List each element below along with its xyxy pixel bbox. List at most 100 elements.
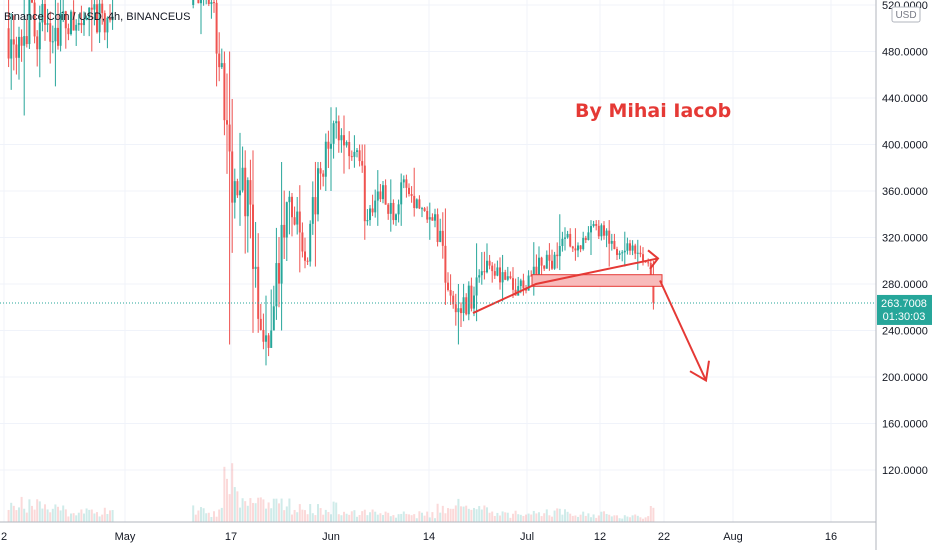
candle-body bbox=[545, 254, 548, 269]
candle-body bbox=[106, 17, 109, 33]
price-axis[interactable]: 520.0000480.0000440.0000400.0000360.0000… bbox=[882, 0, 928, 477]
plot-area[interactable] bbox=[0, 0, 876, 522]
candle-body bbox=[408, 187, 410, 195]
candle-body bbox=[556, 254, 559, 257]
candle-body bbox=[90, 7, 93, 10]
price-tick-label: 240.0000 bbox=[882, 326, 928, 338]
volume-bar bbox=[106, 514, 109, 522]
candle-body bbox=[465, 297, 468, 315]
volume-bar bbox=[306, 514, 309, 522]
candle-body bbox=[626, 243, 629, 251]
candle-body bbox=[23, 36, 26, 46]
candle-body bbox=[358, 150, 361, 162]
candle-body bbox=[31, 0, 33, 3]
candle-body bbox=[267, 335, 270, 348]
volume-bar bbox=[23, 508, 26, 522]
volume-bar bbox=[207, 512, 210, 522]
projection-arrowhead bbox=[689, 360, 710, 383]
currency-button[interactable]: USD bbox=[891, 6, 921, 23]
volume-bar bbox=[556, 508, 559, 522]
candle-body bbox=[330, 143, 332, 149]
candle-body bbox=[410, 194, 413, 196]
candle-body bbox=[218, 53, 221, 68]
candle-body bbox=[343, 135, 345, 146]
volume-bar bbox=[587, 513, 590, 522]
volume-bar bbox=[428, 517, 431, 522]
candle-body bbox=[499, 267, 501, 283]
volume-bar bbox=[223, 466, 226, 522]
volume-bar bbox=[366, 515, 369, 522]
volume-bar bbox=[322, 514, 325, 522]
candle-body bbox=[44, 3, 46, 25]
volume-bar bbox=[426, 511, 429, 522]
volume-bar bbox=[202, 508, 205, 522]
candle-body bbox=[12, 39, 15, 45]
volume-bar bbox=[561, 514, 564, 522]
last-price-value: 263.7008 bbox=[881, 298, 927, 310]
volume-bar bbox=[525, 514, 527, 522]
volume-bar bbox=[389, 516, 392, 522]
volume-bar bbox=[603, 511, 605, 522]
volume-bar bbox=[577, 516, 579, 522]
volume-bar bbox=[317, 504, 319, 522]
candle-body bbox=[374, 200, 377, 213]
candle-body bbox=[522, 280, 525, 289]
candle-body bbox=[15, 44, 18, 58]
candle-body bbox=[348, 141, 351, 157]
volume-bar bbox=[64, 509, 67, 522]
last-price-badge: 263.7008 01:30:03 bbox=[877, 294, 932, 325]
candle-body bbox=[402, 179, 405, 183]
candle-body bbox=[291, 196, 293, 218]
candle-countdown: 01:30:03 bbox=[883, 311, 926, 323]
candle-body bbox=[496, 267, 499, 276]
volume-bar bbox=[652, 507, 655, 522]
candle-body bbox=[85, 17, 88, 21]
volume-bar bbox=[226, 478, 228, 522]
candle-body bbox=[551, 260, 553, 269]
volume-bar bbox=[496, 512, 499, 522]
candle-body bbox=[317, 168, 319, 215]
candle-body bbox=[223, 63, 226, 121]
candle-body bbox=[70, 11, 72, 35]
time-tick-label: 2 bbox=[1, 531, 7, 543]
volume-bar bbox=[413, 514, 416, 522]
candle-body bbox=[530, 275, 533, 277]
candle-body bbox=[621, 252, 624, 254]
volume-bar bbox=[475, 509, 478, 522]
candle-body bbox=[517, 286, 520, 296]
volume-bar bbox=[405, 513, 408, 522]
candle-body bbox=[470, 285, 473, 309]
volume-bar bbox=[452, 508, 455, 522]
candle-body bbox=[584, 237, 587, 241]
candle-body bbox=[397, 204, 400, 215]
volume-bar bbox=[480, 509, 483, 522]
currency-button-label[interactable]: USD bbox=[895, 10, 916, 21]
volume-bar bbox=[457, 498, 460, 522]
candle-body bbox=[506, 276, 509, 280]
volume-bar bbox=[592, 514, 595, 522]
volume-bar bbox=[618, 518, 621, 522]
candle-body bbox=[366, 220, 369, 222]
candle-body bbox=[361, 161, 364, 166]
volume-bar bbox=[301, 509, 304, 522]
volume-bar bbox=[361, 511, 364, 522]
volume-bar bbox=[330, 514, 332, 522]
volume-bar bbox=[423, 515, 426, 522]
volume-bar bbox=[590, 517, 592, 522]
time-axis[interactable]: 2 May 17 Jun 14 Jul 12 22 Aug 16 bbox=[1, 531, 837, 543]
candle-body bbox=[605, 230, 608, 236]
volume-bar bbox=[634, 514, 637, 522]
volume-bar bbox=[400, 513, 403, 522]
volume-bar bbox=[259, 497, 262, 522]
volume-bar bbox=[332, 501, 335, 522]
volume-bar bbox=[636, 515, 639, 522]
candle-body bbox=[439, 230, 442, 242]
candle-body bbox=[197, 0, 200, 4]
volume-bar bbox=[194, 514, 197, 522]
candle-body bbox=[618, 253, 621, 255]
volume-bar bbox=[33, 509, 36, 522]
volume-bar bbox=[376, 514, 379, 522]
volume-bar bbox=[200, 507, 202, 522]
volume-bar bbox=[499, 515, 501, 522]
